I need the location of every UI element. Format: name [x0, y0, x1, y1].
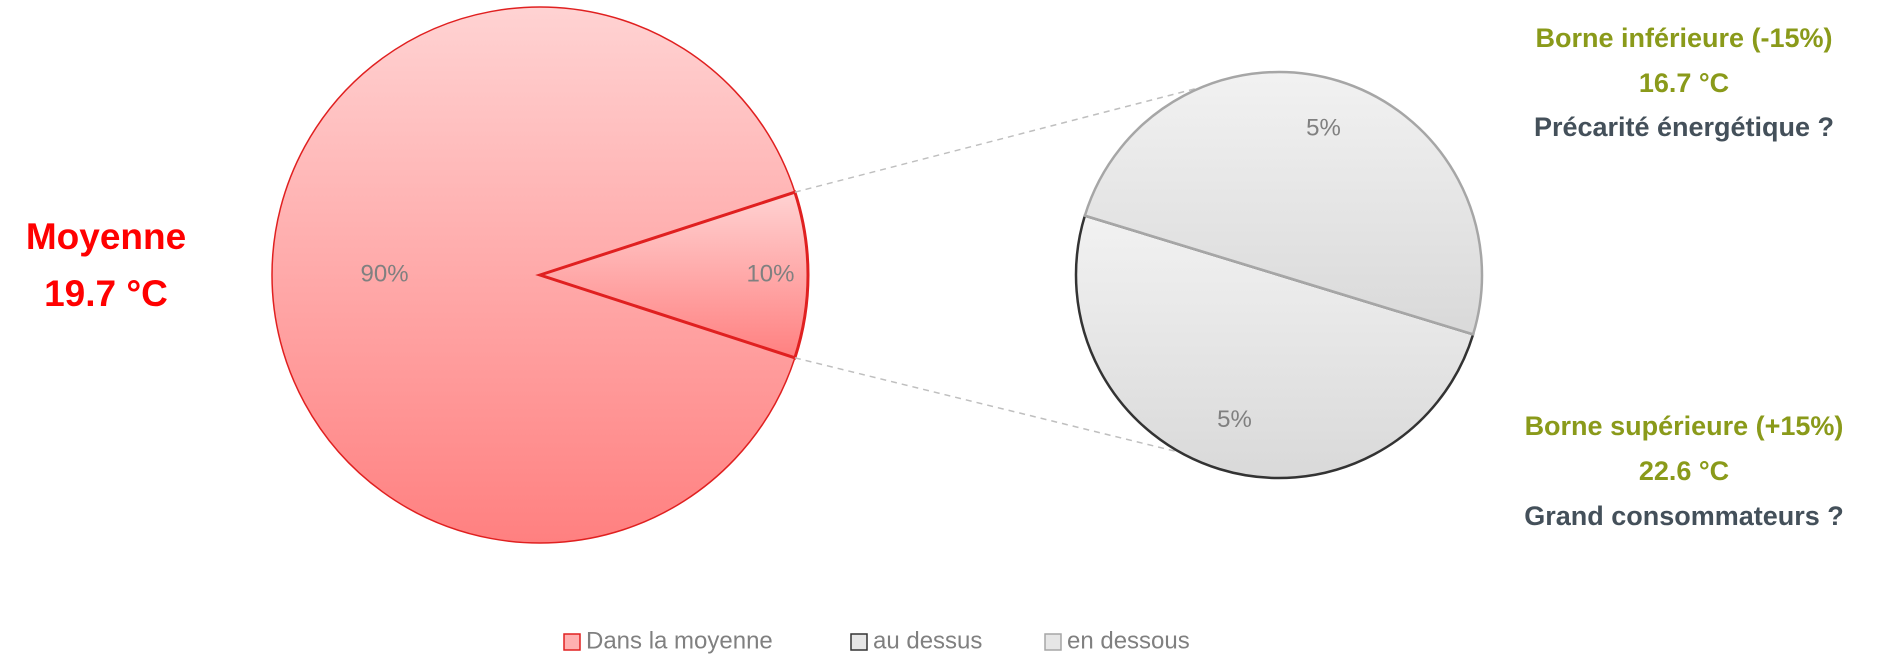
- connector-line: [794, 357, 1181, 454]
- data-label: 5%: [1217, 406, 1252, 433]
- mean-value: 19.7 °C: [44, 273, 168, 314]
- lower-bound-value: 16.7 °C: [1639, 68, 1729, 98]
- lower-bound-note: Précarité énergétique ?: [1534, 112, 1834, 142]
- connector-line: [794, 86, 1204, 193]
- data-label: 10%: [746, 260, 794, 287]
- legend-swatch: [1044, 633, 1062, 651]
- upper-bound-note: Grand consommateurs ?: [1524, 501, 1844, 531]
- mean-label: Moyenne: [26, 216, 186, 257]
- legend-label: Dans la moyenne: [586, 627, 773, 654]
- upper-bound-value: 22.6 °C: [1639, 456, 1729, 486]
- legend-label: au dessus: [873, 627, 982, 654]
- pie-slice: [271, 6, 796, 544]
- data-label: 5%: [1306, 115, 1341, 142]
- upper-bound-label: Borne supérieure (+15%): [1525, 411, 1844, 441]
- pie-slice: [1074, 214, 1475, 480]
- legend-swatch: [850, 633, 868, 651]
- pie-slice-other: [535, 190, 810, 360]
- lower-bound-label: Borne inférieure (-15%): [1535, 23, 1832, 53]
- legend-swatch: [563, 633, 581, 651]
- legend-label: en dessous: [1067, 627, 1190, 654]
- pie-slice: [1083, 70, 1484, 336]
- data-label: 90%: [361, 260, 409, 287]
